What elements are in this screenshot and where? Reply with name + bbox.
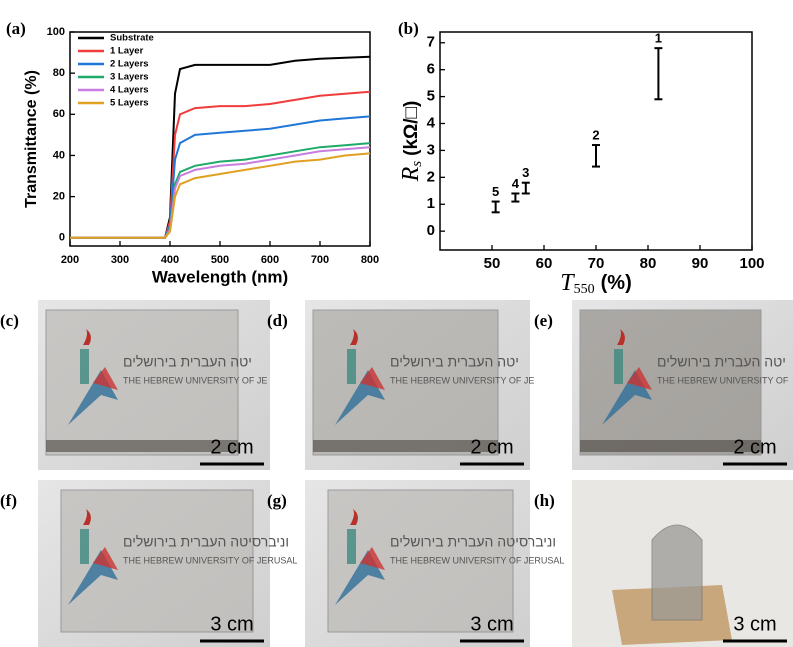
panel-label: (c) <box>0 311 19 330</box>
y-axis-title: Transmittance (%) <box>23 70 40 208</box>
scale-label: 2 cm <box>470 436 513 458</box>
scale-label: 3 cm <box>733 613 776 635</box>
legend-label: 3 Layers <box>110 72 149 83</box>
x-tick-label: 60 <box>536 255 553 272</box>
x-tick-label: 70 <box>588 255 605 272</box>
x-tick-label: 500 <box>211 254 229 266</box>
logo-hebrew: יטה העברית בירושלים <box>657 354 786 370</box>
error-bar <box>511 193 519 201</box>
y-title-symbol: R <box>398 166 424 182</box>
y-tick-label: 7 <box>427 34 435 51</box>
logo-english: THE HEBREW UNIVERSITY OF JERUSAL <box>123 555 297 565</box>
scale-label: 3 cm <box>210 613 253 635</box>
x-axis-title: Wavelength (nm) <box>152 267 288 286</box>
y-tick-label: 4 <box>427 114 436 131</box>
figure: 200300400500600700800020406080100(a)Wave… <box>0 0 793 647</box>
scale-label: 2 cm <box>210 436 253 458</box>
error-bar <box>492 202 500 213</box>
point-label: 2 <box>592 127 599 142</box>
legend-label: 1 Layer <box>110 46 144 57</box>
point-label: 3 <box>522 165 529 180</box>
legend-label: 2 Layers <box>110 59 149 70</box>
panel-label: (h) <box>534 491 555 510</box>
rolled-film <box>652 525 702 620</box>
y-tick-label: 1 <box>427 195 435 212</box>
logo-english: THE HEBREW UNIVERSITY OF JE <box>123 375 267 385</box>
x-title-subscript: 550 <box>574 282 595 297</box>
panel-label: (a) <box>6 19 26 38</box>
legend-label: Substrate <box>110 33 154 44</box>
y-title-unit: (kΩ/□) <box>401 101 422 156</box>
scale-label: 2 cm <box>733 436 776 458</box>
scale-label: 3 cm <box>470 613 513 635</box>
film-edge <box>46 440 238 452</box>
y-tick-label: 3 <box>427 141 435 158</box>
series-line <box>70 92 370 238</box>
logo-hebrew: וניברסיטה העברית בירושלים <box>390 534 556 550</box>
series-line <box>70 143 370 238</box>
x-tick-label: 800 <box>361 254 379 266</box>
y-tick-label: 5 <box>427 88 435 105</box>
logo-hebrew: וניברסיטה העברית בירושלים <box>123 534 289 550</box>
y-tick-label: 40 <box>53 149 65 161</box>
x-tick-label: 200 <box>61 254 79 266</box>
x-tick-label: 300 <box>111 254 129 266</box>
error-bar <box>592 145 600 167</box>
x-tick-label: 80 <box>640 255 657 272</box>
x-tick-label: 700 <box>311 254 329 266</box>
logo-tower <box>614 349 623 384</box>
x-tick-label: 400 <box>161 254 179 266</box>
logo-english: THE HEBREW UNIVERSITY OF JE <box>390 375 534 385</box>
x-tick-label: 600 <box>261 254 279 266</box>
error-bar <box>654 48 662 99</box>
y-title-subscript: s <box>409 161 425 167</box>
logo-tower <box>347 349 356 384</box>
y-tick-label: 20 <box>53 191 65 203</box>
point-label: 5 <box>492 184 499 199</box>
point-label: 1 <box>655 31 662 46</box>
x-title-unit: (%) <box>601 272 632 294</box>
x-tick-label: 90 <box>692 255 709 272</box>
panel-label: (b) <box>398 19 419 38</box>
x-tick-label: 50 <box>484 255 501 272</box>
y-axis-title: Rs (kΩ/□) <box>398 101 426 183</box>
point-label: 4 <box>512 176 520 191</box>
logo-hebrew: יטה העברית בירושלים <box>123 354 252 370</box>
y-tick-label: 60 <box>53 108 65 120</box>
y-tick-label: 0 <box>427 222 435 239</box>
y-tick-label: 100 <box>47 26 65 38</box>
x-axis-title: T550(%) <box>560 270 631 298</box>
y-tick-label: 6 <box>427 61 435 78</box>
legend-label: 4 Layers <box>110 85 149 96</box>
logo-tower <box>347 529 356 564</box>
x-tick-label: 100 <box>739 255 764 272</box>
logo-tower <box>80 349 89 384</box>
legend-label: 5 Layers <box>110 98 149 109</box>
logo-hebrew: יטה העברית בירושלים <box>390 354 519 370</box>
panel-label: (d) <box>267 311 288 330</box>
panel-label: (e) <box>534 311 553 330</box>
y-tick-label: 2 <box>427 168 435 185</box>
logo-english: THE HEBREW UNIVERSITY OF JERUSAL <box>390 555 564 565</box>
series-line <box>70 116 370 237</box>
y-tick-label: 80 <box>53 67 65 79</box>
panel-label: (f) <box>0 491 17 510</box>
logo-tower <box>80 529 89 564</box>
panel-label: (g) <box>267 491 287 510</box>
logo-english: THE HEBREW UNIVERSITY OF <box>657 375 789 385</box>
y-tick-label: 0 <box>59 232 65 244</box>
error-bar <box>522 183 530 194</box>
